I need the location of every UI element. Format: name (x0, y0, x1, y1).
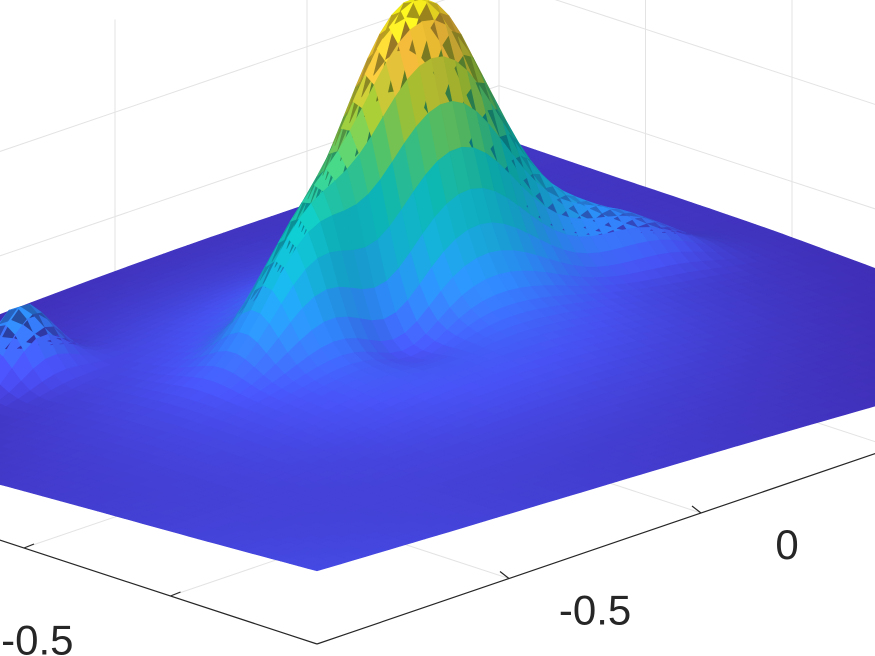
x-tick-label-1: 0 (775, 521, 798, 568)
x-tick-label-0: -0.5 (559, 586, 631, 633)
wall-grid-z-right-2 (554, 0, 875, 105)
surface-mesh (0, 0, 875, 572)
y-tick-label-2: -0.5 (1, 616, 73, 656)
y-tick-mark-1 (23, 543, 35, 549)
wall-grid-z-back-2 (0, 0, 446, 152)
wall-grid-z-right-1 (498, 85, 875, 210)
y-tick-mark-2 (170, 591, 181, 597)
